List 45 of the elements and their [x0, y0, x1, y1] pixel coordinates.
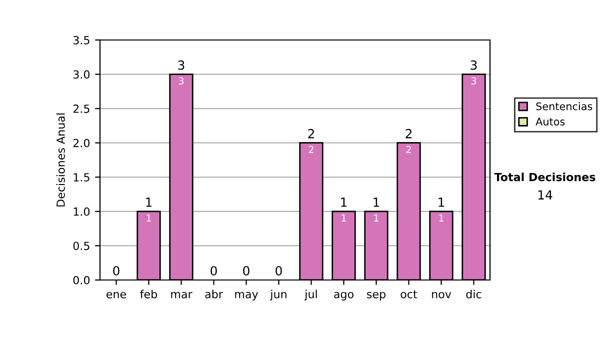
x-tick-label: dic: [466, 290, 482, 298]
total-label: 0: [113, 266, 120, 276]
y-tick-label: 3.5: [73, 36, 90, 44]
y-tick-label: 3.0: [73, 70, 90, 79]
y-tick-label: 1.5: [74, 173, 90, 182]
data-label: 2: [406, 146, 411, 153]
total-label: 3: [470, 60, 477, 70]
x-tick-label: ene: [106, 292, 126, 298]
total-label: 0: [210, 266, 217, 276]
x-tick-label: oct: [400, 290, 418, 298]
legend-label: Autos: [536, 118, 565, 126]
total-label: 3: [178, 60, 184, 70]
total-label: 2: [406, 128, 412, 138]
x-tick-label: feb: [140, 290, 158, 298]
x-tick-label: sep: [367, 292, 386, 300]
total-label: 0: [243, 266, 250, 276]
y-axis-title: Decisiones Anual: [56, 114, 65, 206]
data-label: 1: [439, 214, 444, 222]
y-tick-label: 2.5: [73, 104, 90, 113]
data-label: 1: [374, 214, 378, 222]
total-label: 0: [276, 266, 282, 276]
legend-label: Sentencias: [536, 102, 592, 110]
total-label: 1: [341, 198, 347, 207]
data-label: 1: [146, 214, 151, 222]
x-tick-label: jul: [304, 290, 317, 300]
x-tick-label: ago: [334, 292, 354, 300]
data-label: 3: [178, 77, 184, 85]
total-label: 1: [374, 198, 380, 207]
text: Total Decisiones: [494, 172, 596, 182]
total-label: 2: [308, 128, 314, 138]
x-tick-label: jun: [270, 290, 286, 300]
y-tick-label: 0.5: [73, 242, 90, 250]
data-label: 2: [308, 146, 314, 153]
x-tick-label: abr: [205, 290, 223, 298]
x-tick-label: may: [235, 292, 258, 300]
text: 14: [538, 190, 552, 200]
y-tick-label: 0.0: [73, 276, 90, 284]
data-label: 1: [342, 214, 346, 222]
y-tick-label: 2.0: [73, 138, 90, 148]
data-label: 3: [471, 77, 476, 85]
y-tick-label: 1.0: [74, 207, 90, 216]
x-tick-label: mar: [171, 292, 192, 298]
total-label: 1: [146, 198, 152, 207]
x-tick-label: nov: [432, 292, 452, 298]
total-label: 1: [438, 198, 444, 207]
